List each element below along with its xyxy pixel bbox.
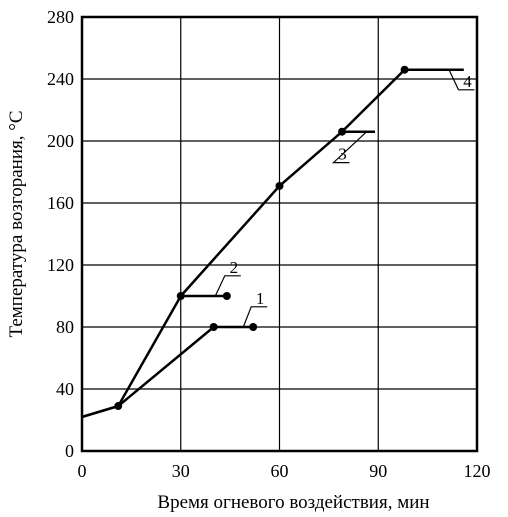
series-2-point-1 bbox=[222, 292, 231, 300]
series-line-1 bbox=[81, 325, 254, 419]
y-tick-label-120: 120 bbox=[47, 255, 74, 275]
series-label-4: 4 bbox=[463, 72, 472, 91]
series-2-point-0 bbox=[176, 292, 185, 300]
grid bbox=[82, 17, 477, 451]
series-3-leader bbox=[331, 131, 368, 164]
series-1-point-1 bbox=[209, 323, 218, 331]
y-tick-label-160: 160 bbox=[47, 193, 74, 213]
x-tick-label-120: 120 bbox=[464, 461, 491, 481]
series-labels: 12 3 4 bbox=[214, 69, 475, 328]
y-tick-label-200: 200 bbox=[47, 131, 74, 151]
y-tick-label-240: 240 bbox=[47, 69, 74, 89]
series-label-2: 2 bbox=[230, 258, 239, 277]
y-tick-label-80: 80 bbox=[56, 317, 74, 337]
series-1-point-0 bbox=[114, 402, 123, 411]
x-tick-label-60: 60 bbox=[271, 461, 289, 481]
x-tick-label-0: 0 bbox=[78, 461, 87, 481]
series-4-point-0 bbox=[400, 65, 409, 74]
series-1-leader bbox=[242, 306, 268, 328]
curves bbox=[81, 68, 464, 419]
plot-frame bbox=[80, 15, 479, 453]
x-tick-label-90: 90 bbox=[369, 461, 387, 481]
y-tick-label-0: 0 bbox=[65, 441, 74, 461]
y-tick-label-280: 280 bbox=[47, 7, 74, 27]
y-tick-label-40: 40 bbox=[56, 379, 74, 399]
x-tick-label-30: 30 bbox=[172, 461, 190, 481]
series-label-1: 1 bbox=[256, 289, 265, 308]
y-axis-label: Температура возгорания, °С bbox=[6, 110, 27, 337]
series-3-point-1 bbox=[338, 127, 347, 136]
series-line-2 bbox=[81, 294, 227, 419]
series-label-3: 3 bbox=[338, 145, 347, 164]
series-4-leader bbox=[448, 69, 475, 91]
tick-labels: 0 30 60 90 120 0 40 80 120 160 200 240 280 bbox=[47, 7, 491, 481]
series-3-point-0 bbox=[275, 181, 284, 190]
series-2-leader bbox=[214, 275, 241, 297]
markers bbox=[114, 65, 409, 411]
series-line-3 bbox=[179, 130, 375, 297]
x-axis-label: Время огневого воздействия, мин bbox=[157, 492, 429, 513]
series-1-point-2 bbox=[249, 323, 258, 331]
